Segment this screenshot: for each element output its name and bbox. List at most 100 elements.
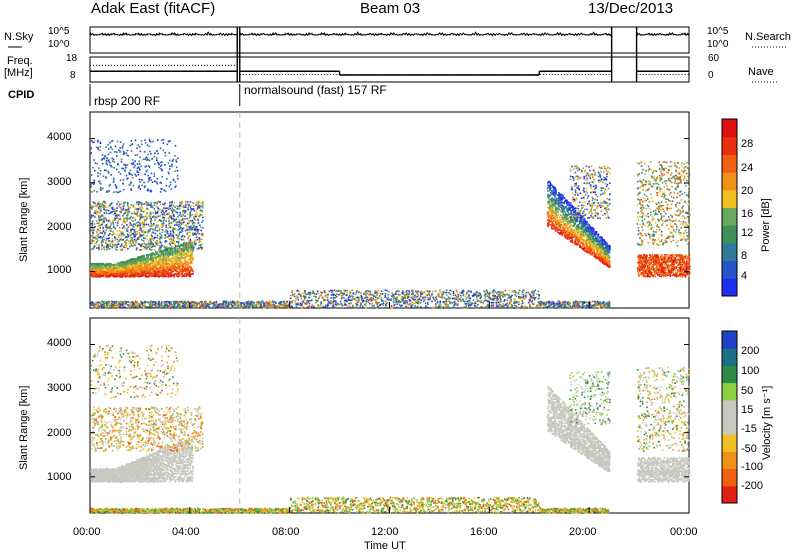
velocity-colorbar-swatch-4 [722, 417, 737, 435]
velocity-upper-morning [90, 406, 204, 452]
power-colorbar-swatch-6 [722, 172, 737, 191]
pcb-tick-24: 24 [741, 162, 754, 174]
freq-left-tick-high: 18 [66, 53, 78, 64]
xtick-12: 12:00 [371, 526, 399, 538]
power-band-morning [90, 241, 194, 278]
xlabel: Time UT [364, 540, 406, 552]
freq-unit-label: [MHz] [4, 67, 33, 79]
power-upper-morning [90, 200, 204, 251]
nsky-label: N.Sky [4, 31, 34, 43]
date-label: 13/Dec/2013 [588, 0, 674, 17]
beam-label: Beam 03 [360, 0, 421, 17]
velocity-upper-evening [569, 370, 611, 426]
velocity-cb-label: Velocity [m s⁻¹] [761, 385, 773, 460]
velocity-upper-late [636, 366, 691, 452]
power-colorbar-swatch-4 [722, 207, 737, 226]
velocity-colorbar-frame [721, 330, 738, 504]
vcb-tick-m100: -100 [741, 461, 764, 473]
freq-panel-frame [89, 56, 690, 83]
power-colorbar-swatch-7 [722, 154, 737, 173]
power-colorbar-frame [721, 118, 738, 297]
velocity-panel-frame [89, 317, 690, 514]
velocity-band-evening [546, 386, 611, 472]
velocity-colorbar-swatch-7 [722, 365, 737, 384]
power-ytick-4000: 4000 [47, 131, 72, 143]
vel-ylabel: Slant Range [km] [18, 385, 30, 470]
vcb-tick-50: 50 [741, 385, 754, 397]
velocity-colorbar-swatch-1 [722, 468, 737, 487]
power-high-morning [90, 138, 179, 194]
power-colorbar-swatch-3 [722, 225, 737, 244]
nave-right-tick-high: 60 [708, 53, 720, 64]
pcb-tick-8: 8 [741, 250, 748, 262]
velocity-colorbar-swatch-8 [722, 348, 737, 366]
power-cb-label: Power [dB] [760, 198, 772, 252]
pcb-tick-28: 28 [741, 138, 754, 150]
xtick-08: 08:00 [272, 526, 300, 538]
noise-panel-frame [89, 26, 690, 54]
xtick-24: 00:00 [670, 526, 698, 538]
pcb-tick-4: 4 [741, 270, 748, 282]
velocity-high-morning [90, 344, 179, 399]
cpid-segment-1: rbsp 200 RF [94, 94, 161, 108]
nsearch-label: N.Search [745, 31, 791, 43]
pcb-tick-12: 12 [741, 227, 754, 239]
power-ytick-2000: 2000 [47, 221, 72, 233]
vcb-tick-m50: -50 [741, 443, 757, 455]
nsky-line-segment-1 [239, 31, 613, 51]
pcb-tick-20: 20 [741, 185, 754, 197]
noise-left-tick-high: 10^5 [48, 26, 70, 37]
vcb-tick-15: 15 [741, 404, 754, 416]
power-colorbar-swatch-2 [722, 242, 737, 262]
power-colorbar-swatch-1 [722, 260, 737, 279]
power-band-evening [546, 180, 611, 268]
vcb-tick-m15: -15 [741, 423, 757, 435]
power-ylabel: Slant Range [km] [18, 177, 30, 262]
velocity-colorbar-swatch-5 [722, 399, 737, 418]
power-band-late [636, 253, 691, 278]
cpid-segment-2: normalsound (fast) 157 RF [244, 83, 387, 97]
power-panel-frame [89, 111, 690, 309]
vel-ytick-1000: 1000 [47, 471, 72, 483]
power-colorbar-swatch-9 [722, 119, 737, 138]
vcb-tick-200: 200 [741, 345, 760, 357]
nsky-line-segment-2 [636, 31, 690, 51]
velocity-colorbar-swatch-3 [722, 434, 737, 452]
power-upper-late [636, 161, 691, 247]
xtick-00: 00:00 [73, 526, 101, 538]
velocity-near-range [90, 496, 610, 514]
vel-ytick-3000: 3000 [47, 382, 72, 394]
nave-right-tick-low: 0 [708, 70, 714, 81]
vel-ytick-4000: 4000 [47, 337, 72, 349]
pcb-tick-16: 16 [741, 208, 754, 220]
power-colorbar-swatch-5 [722, 189, 737, 208]
vel-ytick-2000: 2000 [47, 427, 72, 439]
nsky-line-segment-0 [89, 31, 238, 51]
power-ytick-1000: 1000 [47, 264, 72, 276]
power-colorbar-swatch-8 [722, 136, 737, 155]
power-ytick-3000: 3000 [47, 176, 72, 188]
vcb-tick-100: 100 [741, 365, 760, 377]
xtick-04: 04:00 [172, 526, 200, 538]
xtick-20: 20:00 [569, 526, 597, 538]
power-upper-evening [569, 165, 611, 220]
velocity-colorbar-swatch-2 [722, 451, 737, 470]
noise-right-tick-high: 10^5 [707, 26, 729, 37]
power-near-range [90, 289, 611, 309]
freq-label: Freq. [7, 55, 33, 67]
velocity-colorbar-swatch-6 [722, 382, 737, 401]
xtick-16: 16:00 [470, 526, 498, 538]
noise-right-tick-low: 10^0 [707, 39, 729, 50]
nave-label: Nave [748, 66, 774, 78]
cpid-label: CPID [8, 89, 35, 101]
power-colorbar-swatch-0 [722, 278, 737, 297]
radar-title: Adak East (fitACF) [91, 0, 216, 17]
vcb-tick-m200: -200 [741, 480, 764, 492]
noise-left-tick-low: 10^0 [48, 39, 70, 50]
velocity-colorbar-swatch-9 [722, 331, 737, 349]
freq-left-tick-low: 8 [70, 70, 76, 81]
velocity-band-morning [90, 436, 194, 483]
velocity-band-late [636, 457, 691, 483]
velocity-colorbar-swatch-0 [722, 485, 737, 504]
